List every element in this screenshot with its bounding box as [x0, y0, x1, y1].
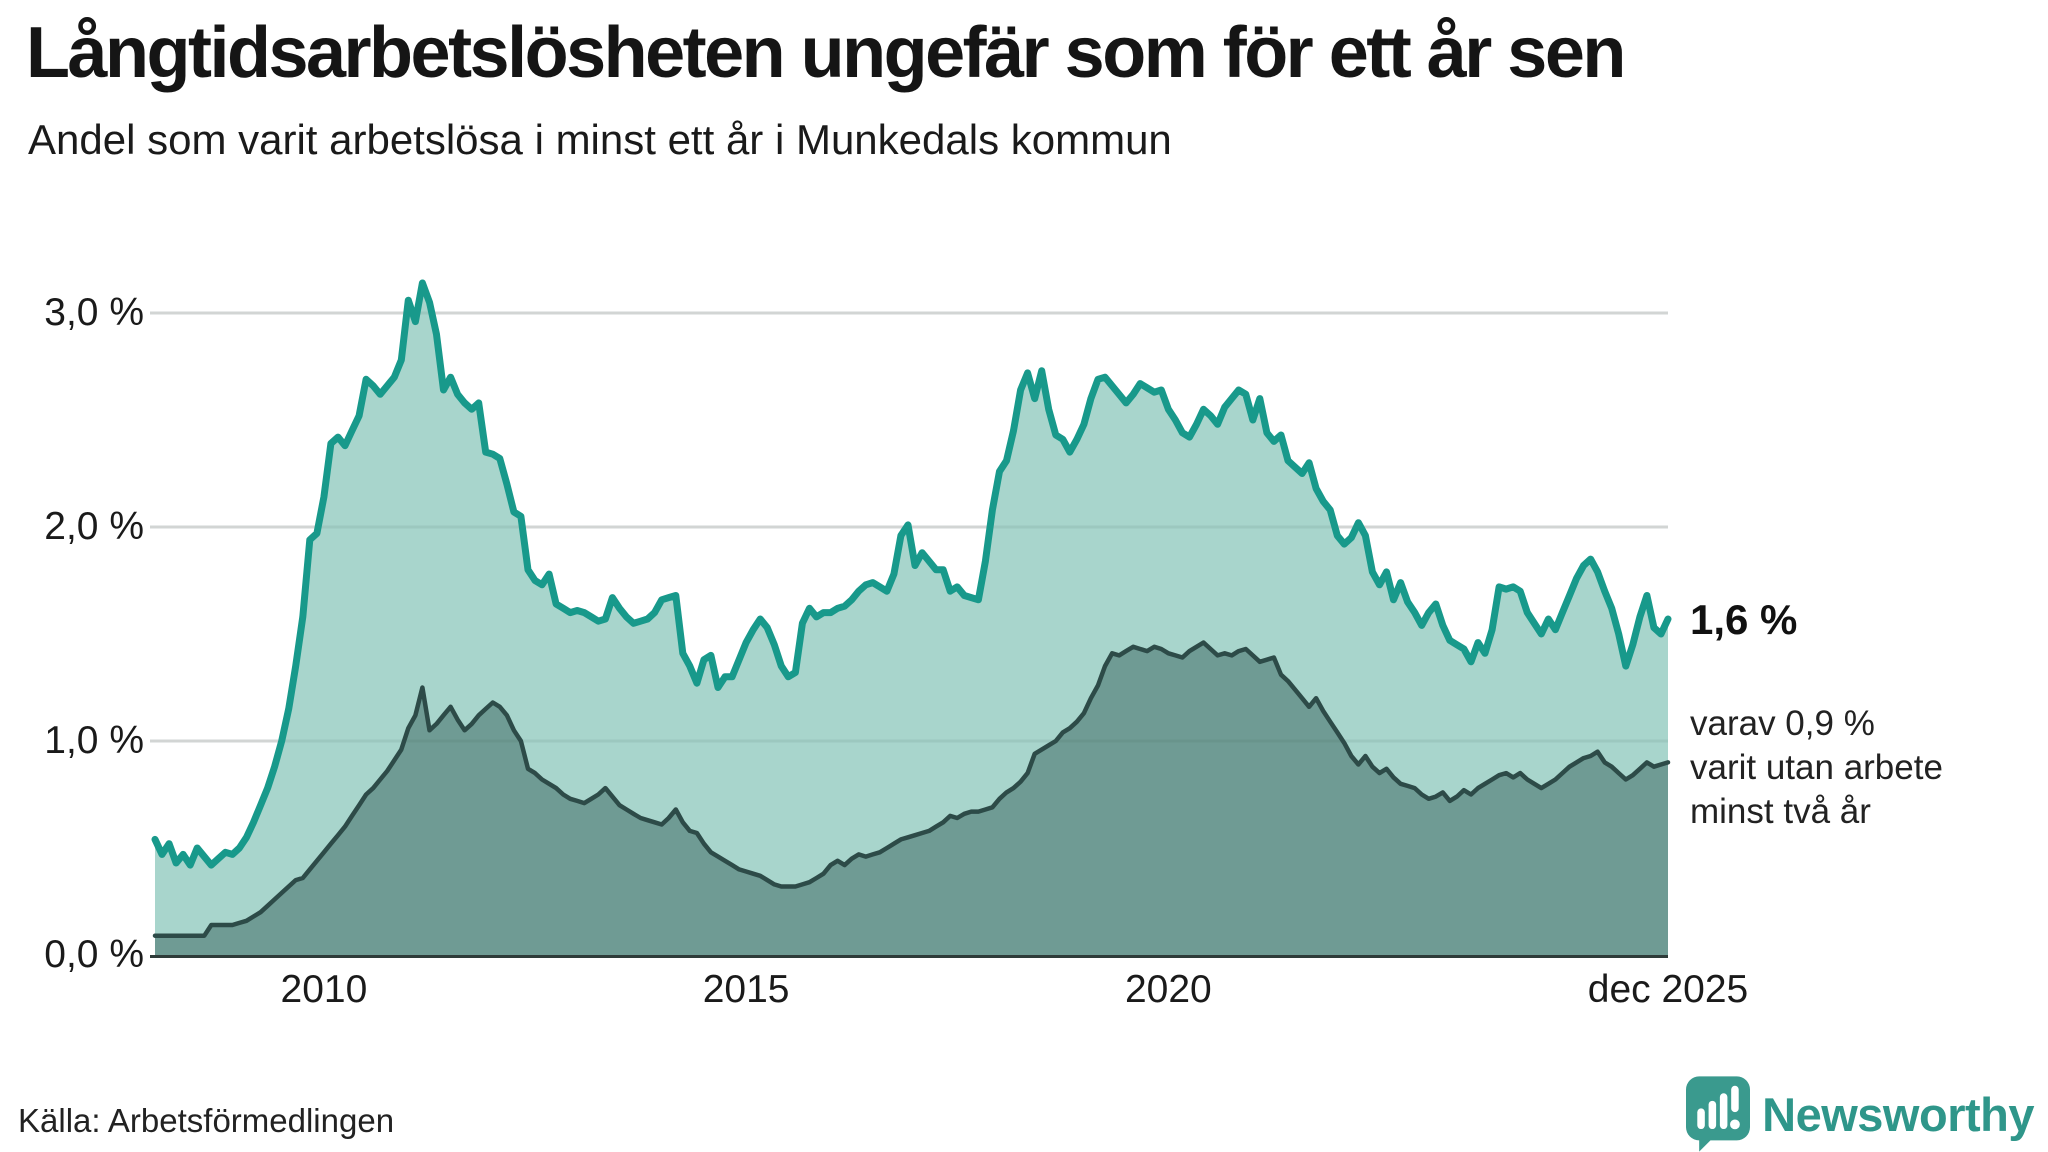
x-axis-tick-label: 2015: [702, 968, 790, 1011]
newsworthy-logo: Newsworthy: [1686, 1076, 2034, 1152]
y-axis-tick-label: 1,0 %: [44, 719, 144, 762]
x-axis-tick-label: dec 2025: [1587, 968, 1749, 1011]
y-axis-tick-label: 0,0 %: [44, 933, 144, 976]
chart-subtitle: Andel som varit arbetslösa i minst ett å…: [28, 116, 1172, 163]
newsworthy-logo-icon: [1686, 1076, 1751, 1152]
series-detail-annotation: varav 0,9 % varit utan arbete minst två …: [1690, 702, 1943, 834]
line-unemployed-2yr: [152, 640, 1671, 938]
annotation-line: varit utan arbete: [1690, 748, 1943, 787]
newsworthy-logo-text: Newsworthy: [1762, 1087, 2034, 1141]
x-axis-tick-label: 2010: [280, 968, 368, 1011]
y-axis-tick-label: 3,0 %: [44, 291, 144, 334]
annotation-line: minst två år: [1690, 792, 1871, 831]
x-axis-tick-label: 2020: [1124, 968, 1212, 1011]
series-end-value-label: 1,6 %: [1690, 596, 1798, 643]
line-unemployed-1yr: [151, 279, 1672, 869]
page-title: Långtidsarbetslösheten ungefär som för e…: [26, 13, 1626, 93]
area-unemployed-2yr: [155, 642, 1668, 955]
source-credit: Källa: Arbetsförmedlingen: [18, 1102, 395, 1139]
y-axis-tick-label: 2,0 %: [44, 505, 144, 548]
annotation-line: varav 0,9 %: [1690, 704, 1875, 743]
